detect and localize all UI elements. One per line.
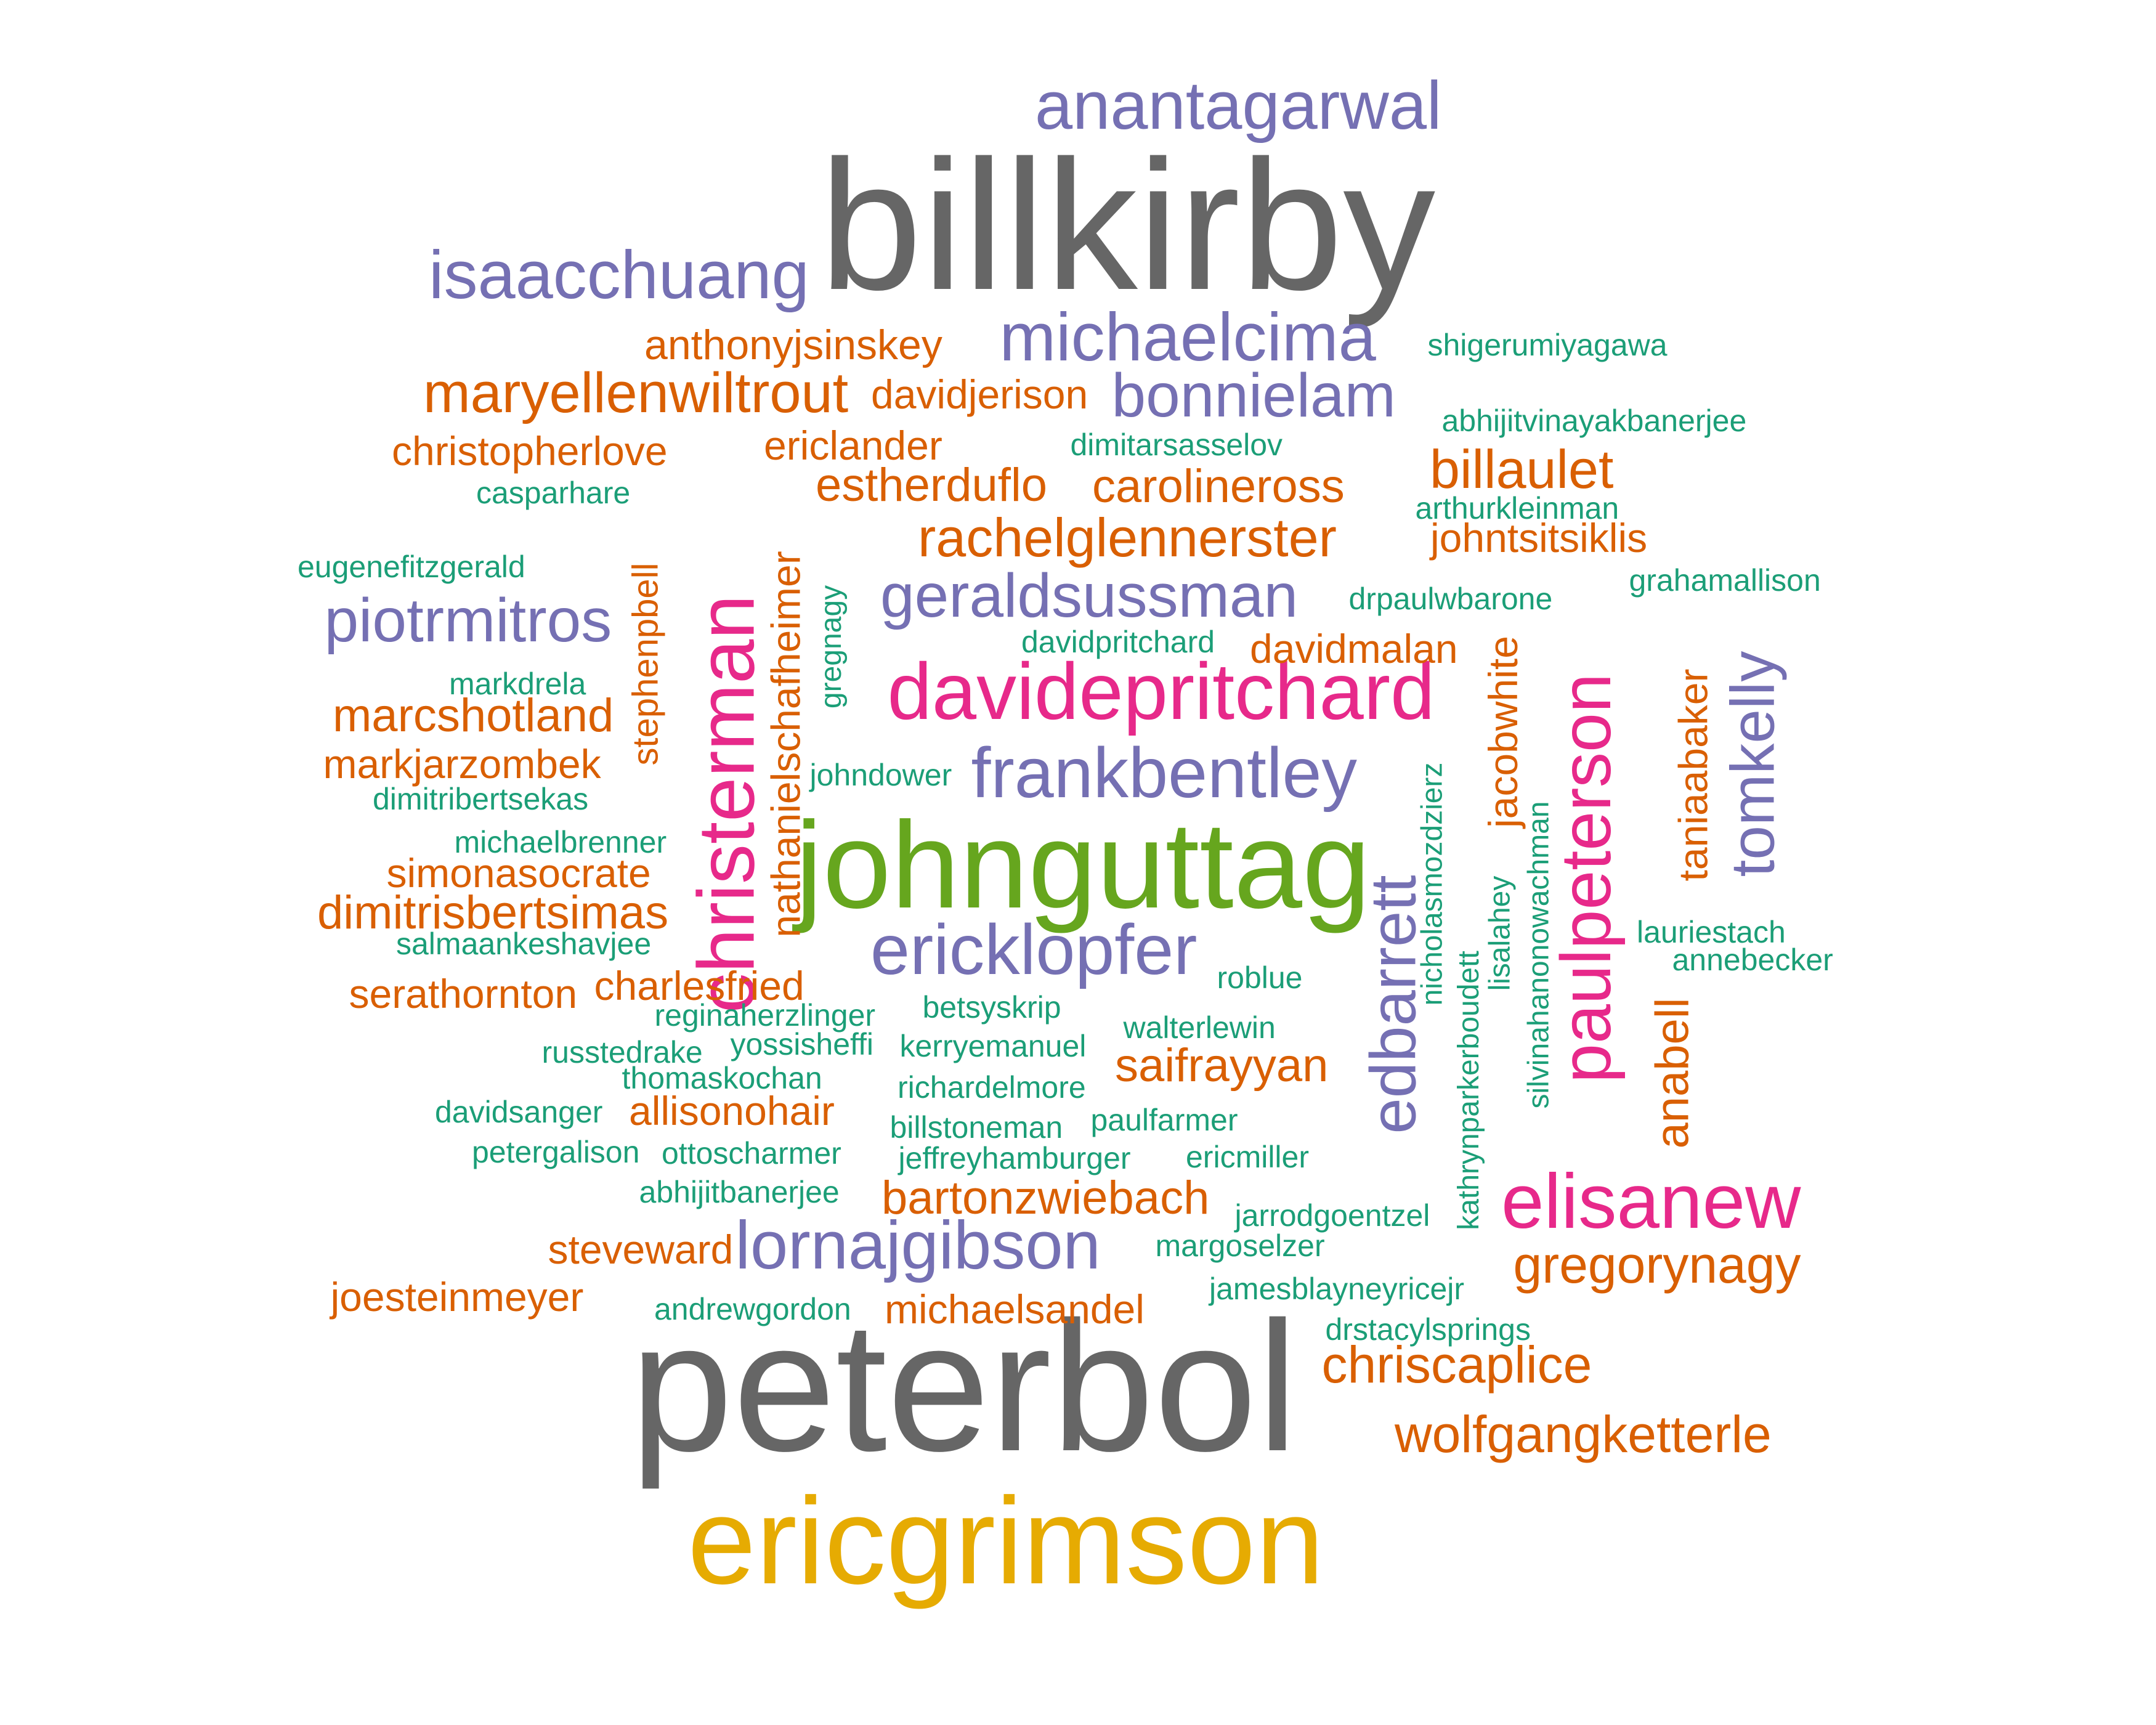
word-saifrayyan: saifrayyan [1115,1039,1329,1092]
word-johndower: johndower [809,758,952,792]
word-billstoneman: billstoneman [890,1110,1063,1145]
word-dimitribertsekas: dimitribertsekas [373,782,589,816]
word-marcshotland: marcshotland [333,689,614,742]
word-dimitarsasselov: dimitarsasselov [1070,428,1283,462]
word-drpaulwbarone: drpaulwbarone [1348,582,1553,616]
word-davidepritchard: davidepritchard [887,646,1435,736]
word-paulpeterson: paulpeterson [1546,673,1626,1083]
word-jarrodgoentzel: jarrodgoentzel [1234,1198,1430,1233]
word-kerryemanuel: kerryemanuel [899,1029,1087,1063]
word-russtedrake: russtedrake [541,1035,703,1070]
word-thomaskochan: thomaskochan [622,1061,822,1095]
word-margoselzer: margoselzer [1155,1228,1325,1263]
word-richardelmore: richardelmore [898,1070,1086,1105]
word-michaelsandel: michaelsandel [885,1286,1145,1332]
word-steveward: steveward [548,1227,734,1272]
word-stephenpbell: stephenpbell [625,562,665,766]
word-lisalahey: lisalahey [1483,875,1516,991]
word-jeffreyhamburger: jeffreyhamburger [898,1141,1131,1175]
word-petergalison: petergalison [472,1135,640,1169]
word-davidsanger: davidsanger [435,1095,603,1129]
word-charlesfried: charlesfried [594,963,804,1009]
word-piotrmitros: piotrmitros [324,586,612,655]
word-abhijitbanerjee: abhijitbanerjee [639,1175,840,1209]
word-betsyskrip: betsyskrip [922,990,1061,1025]
word-eugenefitzgerald: eugenefitzgerald [298,550,525,584]
word-drstacylsprings: drstacylsprings [1325,1312,1531,1347]
word-rachelglennerster: rachelglennerster [918,507,1337,568]
word-johnguttag: johnguttag [795,797,1371,934]
word-dimitrisbertsimas: dimitrisbertsimas [317,887,669,939]
word-andrewgordon: andrewgordon [654,1292,851,1326]
word-carolineross: carolineross [1092,460,1345,513]
word-geraldsussman: geraldsussman [880,561,1299,630]
word-lornajgibson: lornajgibson [735,1208,1101,1283]
word-johntsitsiklis: johntsitsiklis [1430,515,1648,561]
word-ericgrimson: ericgrimson [687,1472,1324,1610]
word-michaelcima: michaelcima [999,299,1376,375]
word-ericklopfer: ericklopfer [870,910,1198,989]
word-davidpritchard: davidpritchard [1021,625,1215,659]
word-billkirby: billkirby [819,121,1436,328]
word-michaelbrenner: michaelbrenner [454,825,667,859]
word-christopherlove: christopherlove [392,428,668,474]
word-billaulet: billaulet [1430,439,1614,500]
word-peterbol: peterbol [630,1283,1299,1490]
word-anthonyjsinskey: anthonyjsinskey [644,322,942,368]
word-markjarzombek: markjarzombek [323,741,601,787]
word-gregnagy: gregnagy [815,585,848,709]
word-isaacchuang: isaacchuang [429,237,809,313]
word-gregorynagy: gregorynagy [1513,1236,1801,1294]
word-davidmalan: davidmalan [1250,626,1458,672]
word-ottoscharmer: ottoscharmer [662,1136,841,1171]
word-kathrynparkerboudett: kathrynparkerboudett [1452,951,1485,1230]
word-annebecker: annebecker [1672,943,1833,977]
word-chriscaplice: chriscaplice [1321,1336,1592,1394]
word-jacobwhite: jacobwhite [1480,636,1526,828]
word-nicholasmozdzierz: nicholasmozdzierz [1415,762,1448,1006]
word-christerman: christerman [681,595,771,1013]
word-tomkelly: tomkelly [1717,651,1787,877]
word-reginaherzlinger: reginaherzlinger [654,998,876,1033]
word-taniaabaker: taniaabaker [1669,668,1716,882]
word-ericlander: ericlander [764,423,942,468]
word-simonasocrate: simonasocrate [386,850,651,896]
word-serathornton: serathornton [349,971,578,1017]
word-paulfarmer: paulfarmer [1090,1103,1238,1137]
word-markdrela: markdrela [449,667,586,701]
word-salmaankeshavjee: salmaankeshavjee [396,927,652,961]
word-anabell: anabell [1646,997,1699,1149]
word-davidjerison: davidjerison [871,371,1088,417]
word-silvinahanonowachman: silvinahanonowachman [1522,801,1555,1109]
word-bartonzwiebach: bartonzwiebach [881,1172,1210,1224]
word-shigerumiyagawa: shigerumiyagawa [1427,328,1668,362]
word-roblue: roblue [1217,960,1303,995]
word-allisonohair: allisonohair [629,1088,835,1134]
word-nathanielschafheimer: nathanielschafheimer [763,551,809,938]
word-lauriestach: lauriestach [1637,915,1786,949]
word-frankbentley: frankbentley [971,733,1358,813]
word-ericmiller: ericmiller [1186,1140,1309,1174]
word-grahamallison: grahamallison [1629,563,1821,598]
word-bonnielam: bonnielam [1111,361,1396,430]
word-arthurkleinman: arthurkleinman [1415,491,1619,526]
word-abhijitvinayakbanerjee: abhijitvinayakbanerjee [1441,404,1747,438]
word-elisanew: elisanew [1501,1158,1801,1244]
word-wolfgangketterle: wolfgangketterle [1395,1405,1772,1463]
word-estherduflo: estherduflo [816,459,1048,511]
word-jamesblayneyricejr: jamesblayneyricejr [1209,1272,1465,1306]
word-maryellenwiltrout: maryellenwiltrout [423,362,849,424]
word-joesteinmeyer: joesteinmeyer [330,1274,584,1320]
word-anantagarwal: anantagarwal [1035,68,1442,144]
word-casparhare: casparhare [476,476,631,510]
word-walterlewin: walterlewin [1123,1010,1276,1045]
word-yossisheffi: yossisheffi [730,1027,874,1061]
